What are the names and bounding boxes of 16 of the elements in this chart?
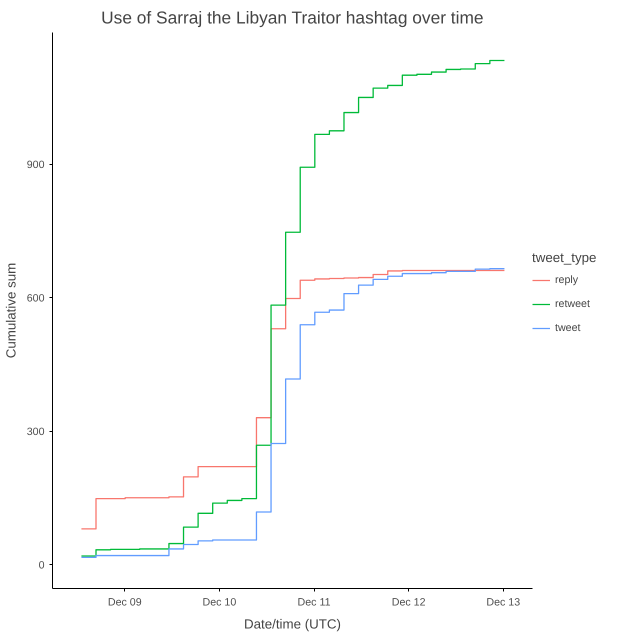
legend-label: tweet (555, 322, 580, 334)
legend-label: retweet (555, 298, 590, 310)
legend-title: tweet_type (532, 250, 596, 265)
legend-label: reply (555, 274, 578, 286)
y-tick-label: 300 (26, 426, 45, 438)
x-axis-title: Date/time (UTC) (244, 616, 342, 632)
x-tick-label: Dec 09 (108, 596, 142, 608)
x-tick-label: Dec 12 (392, 596, 426, 608)
chart-title: Use of Sarraj the Libyan Traitor hashtag over time (101, 8, 484, 28)
y-axis-title: Cumulative sum (4, 262, 19, 358)
x-tick-label: Dec 11 (298, 596, 331, 608)
y-tick-label: 0 (38, 559, 45, 572)
y-tick-label: 600 (26, 292, 45, 305)
x-tick-label: Dec 10 (202, 596, 236, 608)
y-tick-label: 900 (26, 159, 45, 172)
x-tick-label: Dec 13 (486, 596, 520, 608)
